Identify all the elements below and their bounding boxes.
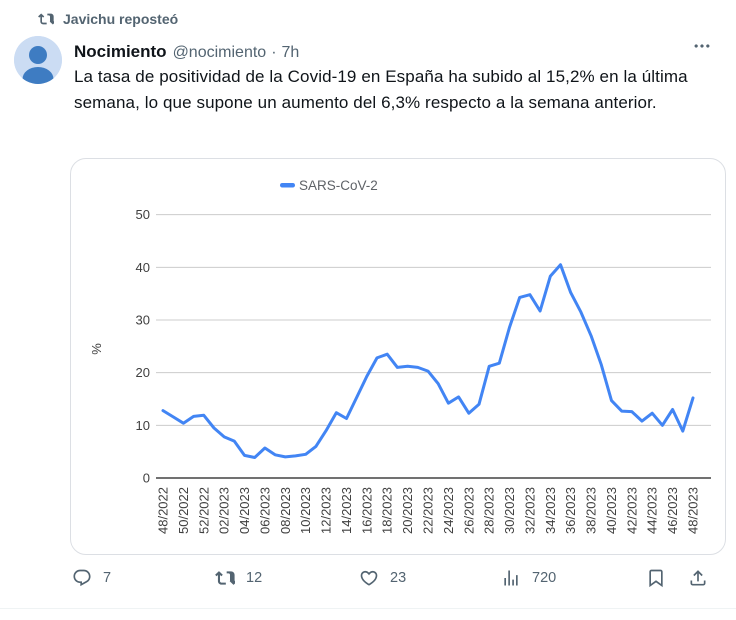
svg-text:12/2023: 12/2023 bbox=[319, 487, 334, 534]
svg-text:02/2023: 02/2023 bbox=[217, 487, 232, 534]
svg-text:14/2023: 14/2023 bbox=[339, 487, 354, 534]
positivity-line-chart: 0 10 20 30 40 50% 48/2022 50/2022 52/2022 02/2023… bbox=[89, 178, 711, 534]
default-avatar-icon bbox=[14, 36, 62, 84]
svg-text:28/2023: 28/2023 bbox=[482, 487, 497, 534]
chart-card[interactable]: 0 10 20 30 40 50% 48/2022 50/2022 52/2022 02/2023… bbox=[70, 158, 726, 555]
tweet-header: Nocimiento @nocimiento · 7h bbox=[74, 42, 299, 62]
avatar[interactable] bbox=[14, 36, 62, 84]
repost-button[interactable]: 12 bbox=[215, 568, 262, 588]
reply-icon bbox=[73, 569, 91, 587]
svg-text:10/2023: 10/2023 bbox=[298, 487, 313, 534]
svg-text:52/2022: 52/2022 bbox=[196, 487, 211, 534]
svg-text:36/2023: 36/2023 bbox=[563, 487, 578, 534]
repost-icon bbox=[215, 571, 235, 585]
svg-text:18/2023: 18/2023 bbox=[380, 487, 395, 534]
display-name[interactable]: Nocimiento bbox=[74, 42, 167, 61]
svg-text:42/2023: 42/2023 bbox=[624, 487, 639, 534]
svg-text:20: 20 bbox=[136, 365, 150, 380]
svg-text:%: % bbox=[89, 343, 104, 355]
views-button[interactable]: 720 bbox=[501, 568, 556, 588]
svg-text:30/2023: 30/2023 bbox=[502, 487, 517, 534]
svg-text:22/2023: 22/2023 bbox=[420, 487, 435, 534]
svg-text:24/2023: 24/2023 bbox=[441, 487, 456, 534]
more-button[interactable] bbox=[692, 36, 718, 58]
svg-text:08/2023: 08/2023 bbox=[278, 487, 293, 534]
svg-text:32/2023: 32/2023 bbox=[522, 487, 537, 534]
like-count: 23 bbox=[390, 570, 407, 586]
heart-icon bbox=[360, 570, 378, 586]
svg-text:46/2023: 46/2023 bbox=[665, 487, 680, 534]
action-bar: 7 12 23 720 bbox=[0, 568, 736, 598]
svg-text:50: 50 bbox=[136, 207, 150, 222]
svg-text:0: 0 bbox=[143, 471, 150, 486]
views-bar-icon bbox=[504, 570, 518, 586]
share-icon bbox=[690, 570, 706, 586]
svg-text:40: 40 bbox=[136, 260, 150, 275]
svg-text:38/2023: 38/2023 bbox=[584, 487, 599, 534]
svg-text:48/2023: 48/2023 bbox=[685, 487, 700, 534]
reply-count: 7 bbox=[103, 570, 112, 586]
share-button[interactable] bbox=[688, 568, 708, 588]
svg-text:34/2023: 34/2023 bbox=[543, 487, 558, 534]
bookmark-button[interactable] bbox=[646, 568, 666, 588]
separator-dot: · bbox=[271, 44, 277, 61]
repost-count: 12 bbox=[246, 570, 263, 586]
repost-label: Javichu reposteó bbox=[63, 11, 179, 27]
svg-text:06/2023: 06/2023 bbox=[257, 487, 272, 534]
svg-text:20/2023: 20/2023 bbox=[400, 487, 415, 534]
tweet-divider bbox=[0, 608, 736, 609]
more-icon bbox=[694, 44, 710, 48]
timestamp[interactable]: 7h bbox=[281, 44, 300, 61]
svg-text:26/2023: 26/2023 bbox=[461, 487, 476, 534]
svg-text:50/2022: 50/2022 bbox=[176, 487, 191, 534]
repost-icon bbox=[38, 13, 54, 25]
svg-text:44/2023: 44/2023 bbox=[645, 487, 660, 534]
view-count: 720 bbox=[532, 570, 557, 586]
svg-text:16/2023: 16/2023 bbox=[359, 487, 374, 534]
svg-text:SARS-CoV-2: SARS-CoV-2 bbox=[299, 178, 378, 193]
user-handle[interactable]: @nocimiento bbox=[172, 44, 267, 61]
reply-button[interactable]: 7 bbox=[72, 568, 111, 588]
svg-text:40/2023: 40/2023 bbox=[604, 487, 619, 534]
svg-text:10: 10 bbox=[136, 418, 150, 433]
svg-text:48/2022: 48/2022 bbox=[156, 487, 171, 534]
repost-context[interactable]: Javichu reposteó bbox=[38, 11, 178, 27]
bookmark-icon bbox=[649, 569, 663, 588]
tweet-text: La tasa de positividad de la Covid-19 en… bbox=[74, 67, 688, 112]
like-button[interactable]: 23 bbox=[359, 568, 406, 588]
svg-text:30: 30 bbox=[136, 312, 150, 327]
svg-text:04/2023: 04/2023 bbox=[237, 487, 252, 534]
